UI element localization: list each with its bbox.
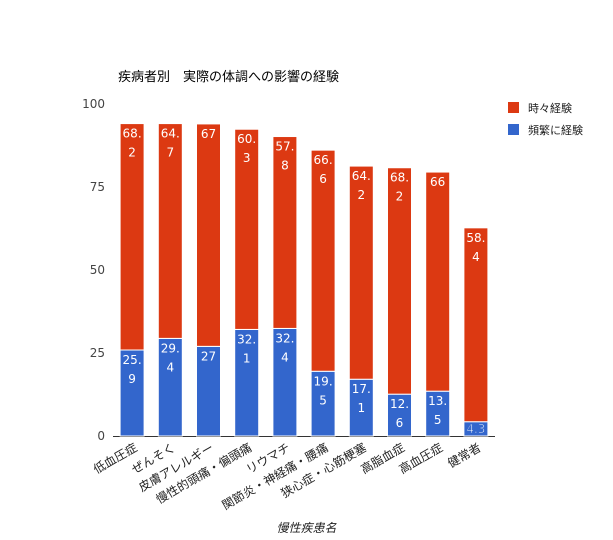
- data-label-occasional: 8: [281, 159, 289, 173]
- data-label-frequent: 27: [201, 349, 216, 363]
- data-label-occasional: 3: [243, 151, 251, 165]
- data-label-occasional: 2: [128, 146, 136, 160]
- data-label-frequent: 9: [128, 372, 136, 386]
- data-label-frequent: 12.: [390, 397, 409, 411]
- data-label-occasional: 58.: [466, 231, 485, 245]
- data-label-frequent: 19.: [314, 374, 333, 388]
- data-label-frequent: 32.: [275, 331, 294, 345]
- data-label-occasional: 57.: [275, 140, 294, 154]
- data-label-frequent: 29.: [161, 341, 180, 355]
- data-label-frequent: 1: [243, 351, 251, 365]
- legend-label-occasional: 時々経験: [528, 102, 572, 115]
- data-label-occasional: 6: [319, 172, 327, 186]
- x-tick-label: 健常者: [445, 440, 483, 470]
- data-label-occasional: 64.: [161, 127, 180, 141]
- data-label-occasional: 2: [396, 190, 404, 204]
- x-tick-label: 高血圧症: [396, 440, 445, 477]
- data-label-occasional: 2: [357, 188, 365, 202]
- bar-occasional: [425, 171, 451, 392]
- legend-swatch-frequent: [508, 124, 519, 135]
- bar-occasional: [196, 123, 221, 347]
- x-axis-title: 慢性疾患名: [276, 521, 337, 535]
- bar-occasional: [234, 128, 260, 330]
- data-label-frequent: 25.: [123, 353, 142, 367]
- data-label-frequent: 4: [166, 360, 174, 374]
- data-label-occasional: 7: [166, 146, 174, 160]
- bar-frequent: [119, 349, 145, 437]
- data-label-occasional: 68.: [123, 127, 142, 141]
- data-label-frequent: 13.: [428, 394, 447, 408]
- bar-frequent: [348, 378, 374, 437]
- data-label-frequent: 1: [357, 401, 365, 415]
- y-tick-label: 75: [90, 180, 105, 194]
- data-label-frequent: 6: [396, 416, 404, 430]
- data-label-frequent: 17.: [352, 382, 371, 396]
- bar-occasional: [387, 167, 412, 395]
- legend-label-frequent: 頻繁に経験: [528, 124, 583, 137]
- bar-occasional: [157, 123, 183, 339]
- data-label-frequent: 5: [434, 413, 442, 427]
- bar-occasional: [272, 136, 298, 329]
- data-label-frequent: 32.: [237, 332, 256, 346]
- data-label-occasional: 68.: [390, 171, 409, 185]
- data-label-occasional: 67: [201, 127, 216, 141]
- bar-frequent: [234, 328, 260, 437]
- data-label-frequent: 4.3: [466, 422, 485, 436]
- data-label-occasional: 66.: [314, 153, 333, 167]
- y-tick-label: 25: [90, 346, 105, 360]
- legend-swatch-occasional: [508, 102, 519, 113]
- bar-frequent: [387, 393, 412, 437]
- data-label-occasional: 4: [472, 250, 480, 264]
- bar-occasional: [310, 149, 336, 372]
- data-label-occasional: 66: [430, 175, 445, 189]
- data-label-occasional: 60.: [237, 132, 256, 146]
- bar-frequent: [272, 327, 298, 437]
- bar-occasional: [119, 123, 145, 351]
- y-tick-label: 100: [82, 97, 105, 111]
- y-tick-label: 0: [97, 429, 105, 443]
- data-label-occasional: 64.: [352, 169, 371, 183]
- bar-frequent: [310, 370, 336, 437]
- bar-occasional: [463, 227, 489, 423]
- data-label-frequent: 5: [319, 393, 327, 407]
- chart-title: 疾病者別 実際の体調への影響の経験: [118, 70, 340, 85]
- bar-frequent: [196, 345, 221, 437]
- y-tick-label: 50: [90, 263, 105, 277]
- data-label-frequent: 4: [281, 350, 289, 364]
- bar-occasional: [348, 165, 374, 380]
